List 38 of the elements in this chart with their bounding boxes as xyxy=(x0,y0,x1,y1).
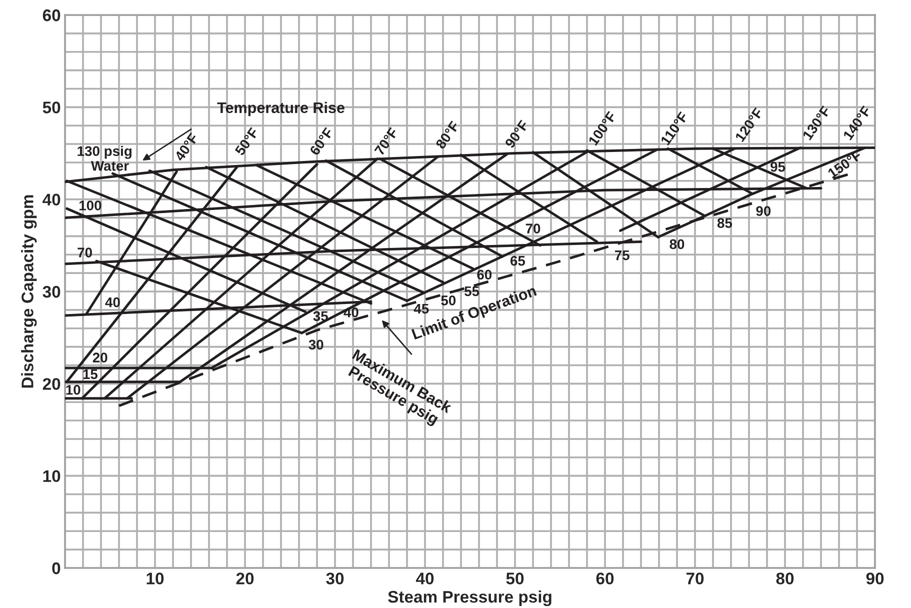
x-tick-label: 30 xyxy=(326,572,344,584)
annotation: 20 xyxy=(92,352,108,363)
annotation: 15 xyxy=(83,369,98,380)
x-tick-label: 20 xyxy=(236,572,254,584)
annotation: 85 xyxy=(717,218,732,228)
annotation: 70 xyxy=(526,224,540,234)
annotation: 65 xyxy=(510,256,526,266)
annotation: 90 xyxy=(756,206,771,216)
x-tick-label: 60 xyxy=(596,572,614,584)
y-tick-label: 10 xyxy=(43,470,60,482)
annotation: 50 xyxy=(441,296,456,306)
y-tick-label: 60 xyxy=(42,9,60,22)
y-tick-label: 50 xyxy=(42,102,60,114)
x-tick-label: 50 xyxy=(506,572,524,584)
annotation: 60 xyxy=(477,270,492,280)
annotation: 75 xyxy=(614,250,630,260)
annotation: 130 psig xyxy=(78,146,132,159)
annotation: 95 xyxy=(770,162,786,172)
annotation: 40 xyxy=(105,297,120,308)
annotation: 10 xyxy=(66,384,80,395)
annotation: 30 xyxy=(308,340,324,350)
y-axis-title: Discharge Capacity gpm xyxy=(21,195,37,388)
x-tick-label: 70 xyxy=(686,572,704,584)
annotation: 70 xyxy=(78,248,92,258)
x-tick-label: 10 xyxy=(146,572,164,584)
x-tick-label: 80 xyxy=(776,572,794,584)
y-tick-label: 40 xyxy=(42,194,60,206)
y-tick-label: 30 xyxy=(42,286,60,298)
x-tick-label: 40 xyxy=(416,572,434,584)
annotation: 80 xyxy=(670,239,684,250)
annotation: 100 xyxy=(79,200,102,210)
annotation: 45 xyxy=(414,304,429,314)
y-tick-label: 0 xyxy=(52,562,60,574)
annotation: Water xyxy=(90,161,129,171)
y-tick-label: 20 xyxy=(42,378,60,390)
x-tick-label: 90 xyxy=(866,572,884,584)
x-axis-title: Steam Pressure psig xyxy=(388,590,552,606)
annotation: Temperature Rise xyxy=(217,102,344,116)
